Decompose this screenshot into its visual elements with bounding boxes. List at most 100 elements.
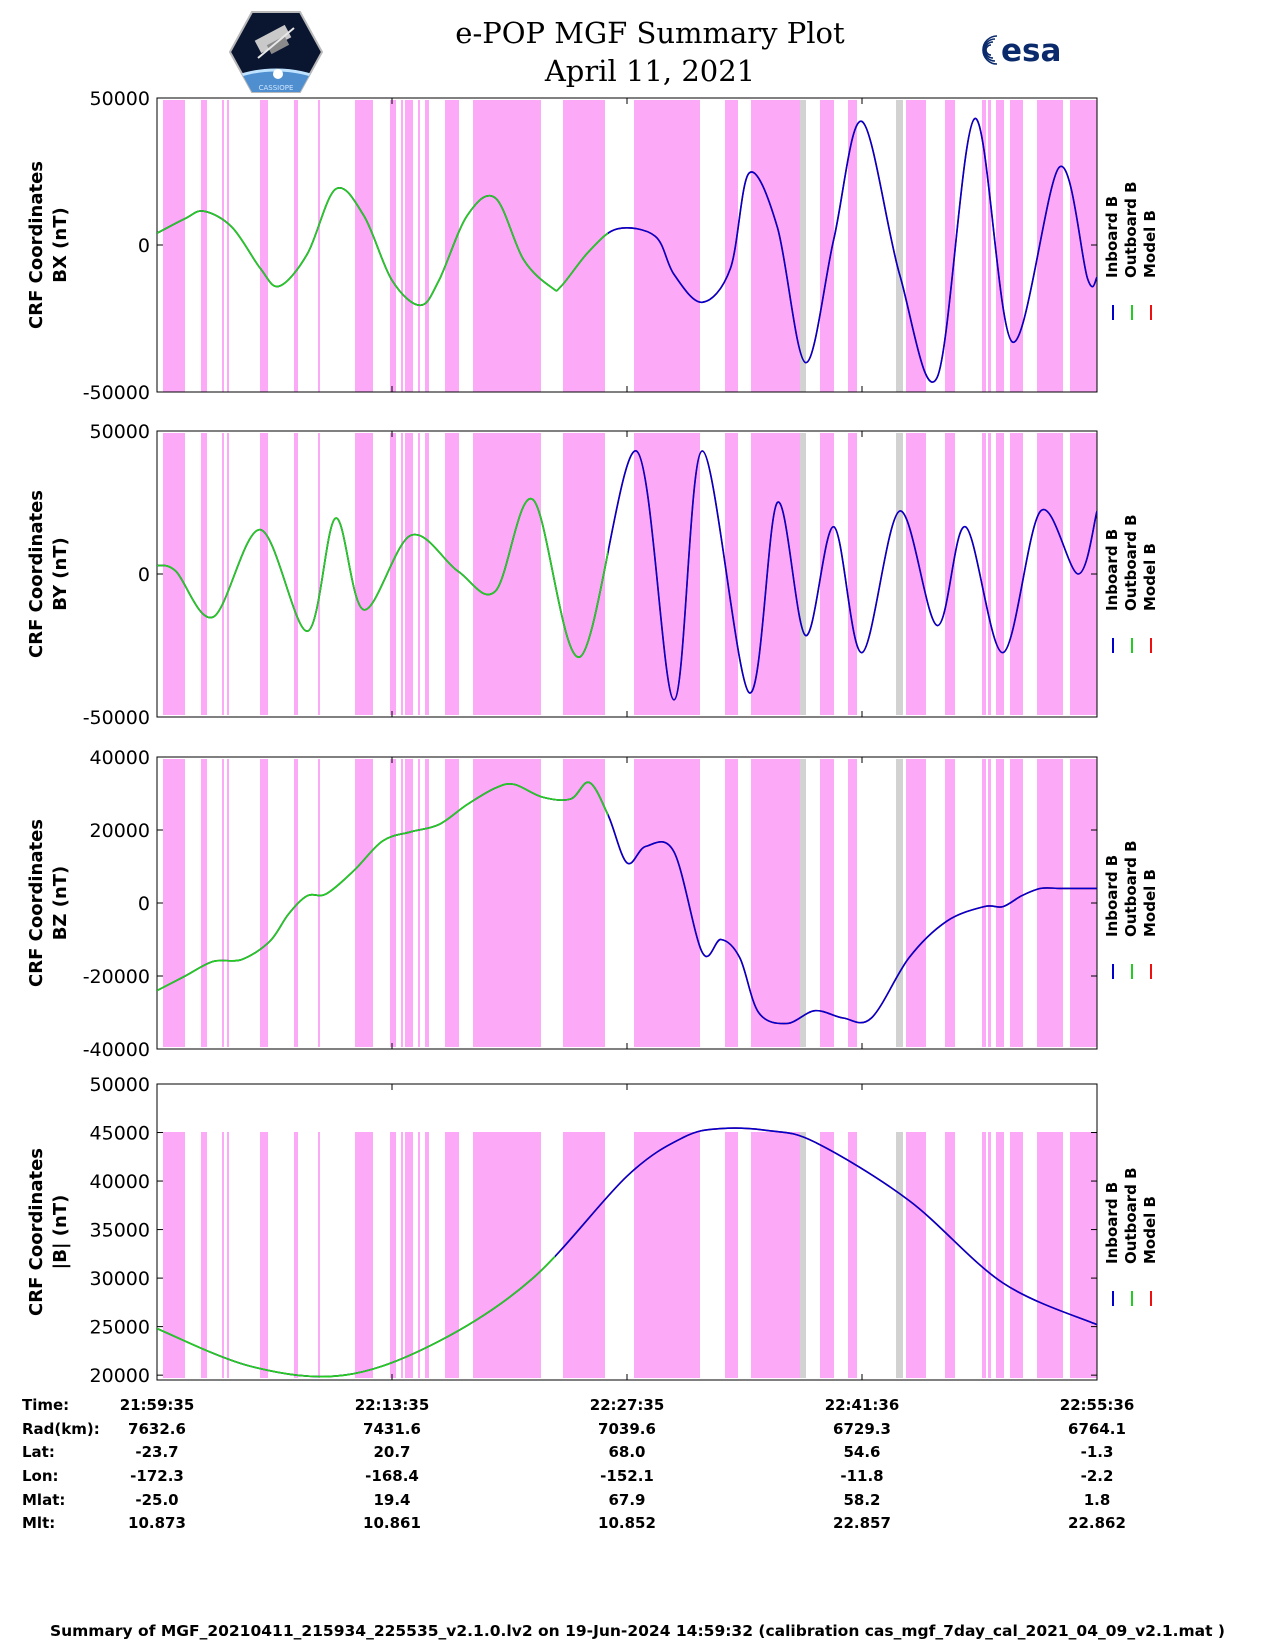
pink-shade-band <box>945 433 955 715</box>
esa-logo: esa <box>982 33 1061 69</box>
y-tick-label: 30000 <box>90 1268 150 1290</box>
legend-label: Model B <box>1141 210 1159 278</box>
pink-shade-band <box>222 433 224 715</box>
pink-shade-band <box>260 433 268 715</box>
pink-shade-band <box>318 759 320 1047</box>
y-tick-label: -50000 <box>83 707 150 729</box>
series-outboard-b <box>157 1255 555 1378</box>
epop-logo: CASSIOPE <box>228 11 324 93</box>
pink-shade-band <box>401 1132 403 1378</box>
info-cell: 10.852 <box>598 1514 656 1532</box>
pink-shade-band <box>996 100 1004 392</box>
info-cell: 68.0 <box>608 1443 646 1461</box>
pink-shade-band <box>163 759 185 1047</box>
legend-label: Outboard B <box>1122 181 1140 278</box>
y-axis-label-line1: CRF Coordinates <box>26 490 47 658</box>
pink-shade-band <box>945 759 955 1047</box>
pink-shade-band <box>634 759 700 1047</box>
info-cell: 58.2 <box>843 1491 881 1509</box>
pink-shade-band <box>390 1132 396 1378</box>
pink-shade-band <box>751 433 800 715</box>
info-cell: 19.4 <box>373 1491 411 1509</box>
pink-shade-band <box>163 1132 185 1378</box>
pink-shade-band <box>473 433 541 715</box>
pink-shade-band <box>425 100 429 392</box>
pink-shade-band <box>563 433 605 715</box>
info-row-label: Lat: <box>22 1443 55 1461</box>
pink-shade-band <box>390 100 396 392</box>
series-outboard-b <box>157 781 608 992</box>
pink-shade-band <box>982 1132 986 1378</box>
pink-shade-band <box>227 1132 229 1378</box>
pink-shade-band <box>906 1132 926 1378</box>
gray-shade-band <box>896 1132 903 1378</box>
pink-shade-band <box>982 433 986 715</box>
pink-shade-band <box>473 1132 541 1378</box>
y-tick-label: 50000 <box>90 1074 150 1096</box>
y-tick-label: 20000 <box>90 1365 150 1387</box>
pink-shade-band <box>201 1132 207 1378</box>
pink-shade-band <box>445 1132 459 1378</box>
pink-shade-band <box>996 433 1004 715</box>
pink-shade-band <box>1037 759 1063 1047</box>
pink-shade-band <box>563 100 605 392</box>
legend-label: Model B <box>1141 543 1159 611</box>
pink-shade-band <box>355 759 373 1047</box>
info-cell: 7431.6 <box>363 1420 421 1438</box>
gray-shade-band <box>800 759 806 1047</box>
legend-label: Inboard B <box>1103 529 1121 611</box>
info-row-label: Rad(km): <box>22 1420 100 1438</box>
pink-shade-band <box>318 1132 320 1378</box>
pink-shade-band <box>294 100 298 392</box>
info-row-label: Mlt: <box>22 1514 56 1532</box>
pink-shade-band <box>988 100 991 392</box>
y-axis-label-line1: CRF Coordinates <box>26 161 47 329</box>
info-row-label: Time: <box>22 1396 70 1414</box>
pink-shade-band <box>820 100 834 392</box>
pink-shade-band <box>401 759 403 1047</box>
info-cell: 6729.3 <box>833 1420 891 1438</box>
legend-label: Inboard B <box>1103 196 1121 278</box>
pink-shade-band <box>405 433 413 715</box>
y-tick-label: 0 <box>138 564 150 586</box>
pink-shade-band <box>634 1132 700 1378</box>
panel-bz: 40000 20000 0 -20000 -40000 CRF Coordinates BZ… <box>26 747 1159 1061</box>
pink-shade-band <box>227 100 229 392</box>
pink-shade-band <box>445 759 459 1047</box>
pink-shade-band <box>318 100 320 392</box>
pink-shade-band <box>227 759 229 1047</box>
pink-shade-band <box>1010 433 1023 715</box>
pink-shade-band <box>425 433 429 715</box>
pink-shade-band <box>401 433 403 715</box>
info-cell: -23.7 <box>135 1443 179 1461</box>
panel-bx: 50000 0 -50000 CRF Coordinates BX (nT) Inboar… <box>26 88 1159 404</box>
pink-shade-band <box>1070 100 1097 392</box>
info-cell: 1.8 <box>1083 1491 1111 1509</box>
y-axis-label-line2: BZ (nT) <box>50 866 71 941</box>
pink-shade-band <box>473 100 541 392</box>
pink-shade-band <box>1037 1132 1063 1378</box>
pink-shade-band <box>390 759 396 1047</box>
y-tick-label: -40000 <box>83 1039 150 1061</box>
info-row-label: Mlat: <box>22 1491 66 1509</box>
pink-shade-band <box>260 759 268 1047</box>
pink-shade-band <box>1010 759 1023 1047</box>
pink-shade-band <box>988 1132 991 1378</box>
info-cell: 22.862 <box>1068 1514 1126 1532</box>
pink-shade-band <box>820 1132 834 1378</box>
pink-shade-band <box>418 100 420 392</box>
pink-shade-band <box>260 1132 268 1378</box>
legend-label: Model B <box>1141 869 1159 937</box>
y-tick-label: 50000 <box>90 421 150 443</box>
pink-shade-band <box>988 759 991 1047</box>
pink-shade-band <box>906 433 926 715</box>
pink-shade-band <box>222 1132 224 1378</box>
pink-shade-band <box>227 433 229 715</box>
y-tick-label: 35000 <box>90 1220 150 1242</box>
info-cell: -1.3 <box>1080 1443 1114 1461</box>
pink-shade-band <box>445 433 459 715</box>
pink-shade-band <box>996 1132 1004 1378</box>
info-cell: 7632.6 <box>128 1420 186 1438</box>
pink-shade-band <box>751 100 800 392</box>
info-cell: 10.873 <box>128 1514 186 1532</box>
